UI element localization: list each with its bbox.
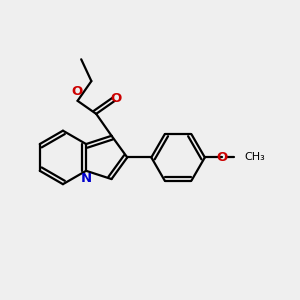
Text: CH₃: CH₃ [244, 152, 265, 162]
Text: N: N [80, 172, 92, 185]
Text: O: O [217, 151, 228, 164]
Text: O: O [71, 85, 82, 98]
Text: O: O [111, 92, 122, 105]
